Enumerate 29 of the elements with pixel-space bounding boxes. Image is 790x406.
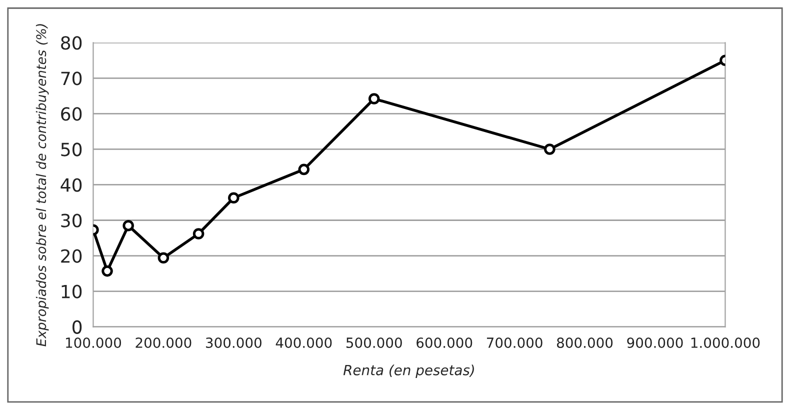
y-tick-label: 80 — [61, 36, 82, 50]
x-tick-label: 100.000 — [66, 337, 122, 348]
x-tick-label: 900.000 — [627, 337, 683, 348]
point — [192, 228, 204, 240]
x-tick-label: 400.000 — [276, 337, 332, 348]
y-tick-label: 0 — [72, 320, 82, 334]
point — [102, 265, 113, 277]
y-tick-label: 70 — [61, 72, 82, 86]
y-axis-title: Expropiados sobre el total de contribuyentes (%) — [36, 24, 49, 346]
x-tick-label: 300.000 — [206, 337, 262, 348]
y-tick-label: 60 — [61, 107, 82, 121]
point — [158, 252, 170, 264]
point — [122, 220, 134, 232]
y-tick-label: 50 — [61, 142, 82, 156]
x-tick-label: 800.000 — [557, 337, 613, 348]
point — [544, 144, 556, 155]
x-tick-label: 700.000 — [486, 337, 542, 348]
x-tick-label: 200.000 — [136, 337, 192, 348]
point — [368, 93, 380, 104]
x-tick-label: 600.000 — [416, 337, 472, 348]
y-tick-label: 10 — [62, 284, 82, 298]
y-tick-label: 30 — [61, 214, 82, 228]
point — [298, 164, 310, 176]
x-tick-label: 500.000 — [346, 337, 402, 348]
y-tick-label: 20 — [61, 249, 82, 263]
y-tick-label: 40 — [60, 178, 82, 192]
x-tick-label: 1.000.000 — [691, 337, 760, 348]
x-axis-title: Renta (en pesetas) — [343, 364, 474, 378]
point — [228, 192, 240, 204]
